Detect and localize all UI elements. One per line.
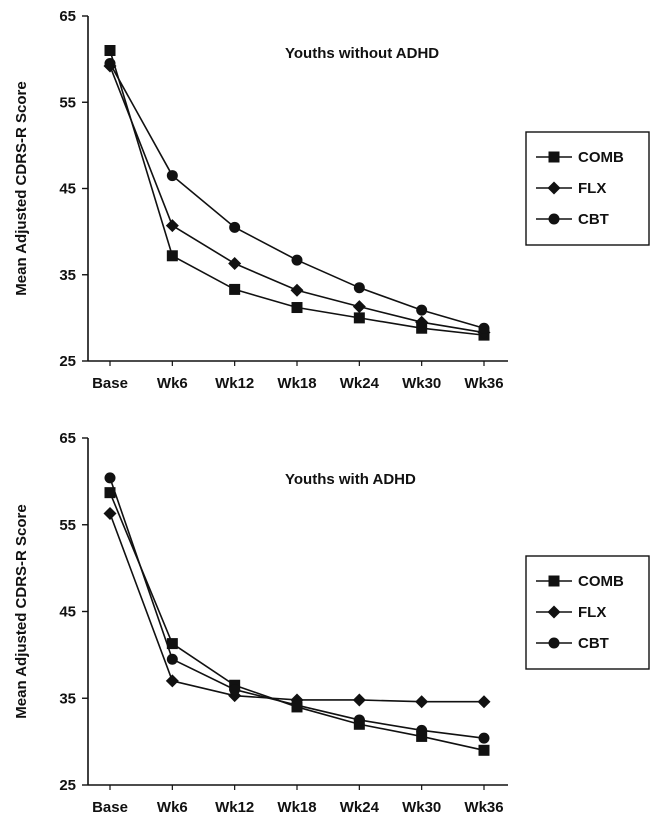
legend-label: CBT <box>578 211 609 228</box>
data-point-comb <box>291 302 303 314</box>
legend-marker-comb <box>548 151 560 163</box>
data-point-cbt <box>291 254 303 266</box>
x-tick-label: Wk24 <box>340 799 380 816</box>
legend-item-comb: COMB <box>536 149 624 166</box>
legend-item-flx: FLX <box>536 180 606 197</box>
y-axis-label: Mean Adjusted CDRS-R Score <box>13 81 30 295</box>
data-point-comb <box>353 312 365 324</box>
data-point-comb <box>416 730 428 742</box>
data-point-flx <box>103 506 117 520</box>
x-tick-label: Base <box>92 799 128 816</box>
legend-label: COMB <box>578 149 624 166</box>
y-tick-label: 65 <box>59 430 76 447</box>
series-cbt <box>104 57 490 334</box>
legend-label: COMB <box>578 573 624 590</box>
chart-title: Youths with ADHD <box>285 471 416 488</box>
data-point-cbt <box>478 322 490 334</box>
chart-panel-without-adhd: 25 35 45 55 65 Base Wk6 Wk12 Wk18 Wk24 Wk30 Wk36 Mea… <box>13 8 650 392</box>
y-tick-label: 55 <box>59 94 76 111</box>
data-point-flx <box>477 695 491 709</box>
legend-item-comb: COMB <box>536 573 624 590</box>
legend-label: FLX <box>578 604 606 621</box>
data-point-flx <box>415 695 429 709</box>
y-tick-label: 35 <box>59 267 76 284</box>
x-tick-label: Wk6 <box>157 375 188 392</box>
x-tick-label: Base <box>92 375 128 392</box>
x-tick-label: Wk36 <box>464 799 503 816</box>
chart-title: Youths without ADHD <box>285 45 439 62</box>
data-point-cbt <box>416 724 428 736</box>
y-axis-label: Mean Adjusted CDRS-R Score <box>13 504 30 718</box>
data-point-cbt <box>291 699 303 711</box>
legend-marker-comb <box>548 575 560 587</box>
data-point-flx <box>165 219 179 233</box>
x-tick-label: Wk24 <box>340 375 380 392</box>
data-point-flx <box>415 315 429 329</box>
data-point-cbt <box>229 221 241 233</box>
data-point-flx <box>352 693 366 707</box>
data-point-comb <box>229 283 241 295</box>
data-point-flx <box>352 300 366 314</box>
data-point-flx <box>228 257 242 271</box>
data-point-cbt <box>104 472 116 484</box>
x-tick-label: Wk30 <box>402 799 441 816</box>
data-point-cbt <box>478 732 490 744</box>
data-point-flx <box>290 283 304 297</box>
y-tick-label: 25 <box>59 353 76 370</box>
data-point-cbt <box>229 684 241 696</box>
legend-marker-flx <box>547 605 561 619</box>
data-point-flx <box>165 674 179 688</box>
data-point-cbt <box>166 170 178 182</box>
x-tick-label: Wk12 <box>215 375 254 392</box>
data-point-cbt <box>353 282 365 294</box>
y-tick-label: 25 <box>59 777 76 794</box>
legend-item-cbt: CBT <box>536 211 609 228</box>
y-tick-label: 55 <box>59 517 76 534</box>
x-tick-label: Wk6 <box>157 799 188 816</box>
legend: COMB FLX CBT <box>525 555 650 670</box>
y-tick-label: 45 <box>59 604 76 621</box>
legend-marker-cbt <box>548 213 560 225</box>
data-point-comb <box>166 638 178 650</box>
x-tick-label: Wk18 <box>277 799 316 816</box>
legend-item-cbt: CBT <box>536 635 609 652</box>
data-point-comb <box>166 250 178 262</box>
data-point-comb <box>104 45 116 56</box>
data-point-cbt <box>166 653 178 665</box>
y-tick-label: 65 <box>59 8 76 25</box>
x-tick-label: Wk12 <box>215 799 254 816</box>
x-tick-label: Wk18 <box>277 375 316 392</box>
data-point-cbt <box>416 304 428 316</box>
legend-item-flx: FLX <box>536 604 606 621</box>
legend-label: CBT <box>578 635 609 652</box>
y-tick-label: 35 <box>59 690 76 707</box>
x-tick-label: Wk30 <box>402 375 441 392</box>
legend: COMB FLX CBT <box>525 131 650 246</box>
data-point-cbt <box>353 714 365 726</box>
legend-marker-cbt <box>548 637 560 649</box>
legend-label: FLX <box>578 180 606 197</box>
chart-panel-with-adhd: 25 35 45 55 65 Base Wk6 Wk12 Wk18 Wk24 Wk30 Wk36 Mea… <box>13 430 650 816</box>
legend-marker-flx <box>547 181 561 195</box>
x-tick-label: Wk36 <box>464 375 503 392</box>
data-point-comb <box>478 744 490 756</box>
data-point-comb <box>104 487 116 499</box>
data-point-cbt <box>104 57 116 69</box>
series-cbt <box>104 472 490 744</box>
y-tick-label: 45 <box>59 181 76 198</box>
